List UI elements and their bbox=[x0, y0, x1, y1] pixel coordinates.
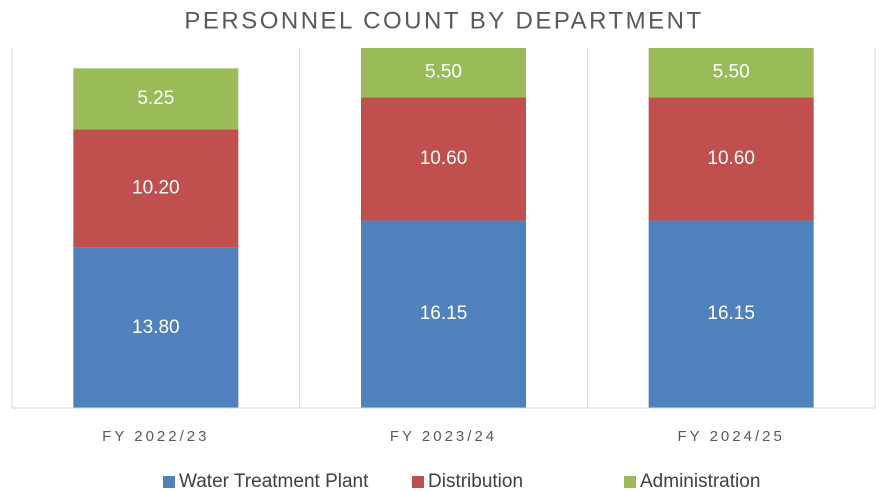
value-label: 16.15 bbox=[707, 303, 755, 324]
value-label: 5.25 bbox=[137, 88, 174, 109]
value-label: 16.15 bbox=[420, 303, 468, 324]
legend-swatch bbox=[624, 476, 636, 488]
bar-segment bbox=[73, 247, 239, 408]
legend-label: Administration bbox=[640, 471, 760, 491]
value-label: 5.50 bbox=[713, 62, 750, 83]
x-tick-label: FY 2024/25 bbox=[678, 428, 785, 445]
bar-segment bbox=[648, 97, 814, 221]
bar-segment bbox=[361, 97, 526, 221]
x-tick-label: FY 2023/24 bbox=[390, 428, 497, 445]
bar-segment bbox=[648, 220, 814, 408]
bar-segment bbox=[361, 48, 526, 98]
legend-swatch bbox=[412, 476, 424, 488]
bar-segment bbox=[648, 48, 814, 98]
x-tick-label: FY 2022/23 bbox=[102, 428, 209, 445]
chart-title: PERSONNEL COUNT BY DEPARTMENT bbox=[184, 7, 703, 34]
value-label: 13.80 bbox=[132, 317, 180, 338]
legend-swatch bbox=[163, 476, 175, 488]
value-label: 5.50 bbox=[425, 62, 462, 83]
value-label: 10.60 bbox=[420, 148, 468, 169]
plot-area bbox=[73, 48, 814, 408]
bar-segment bbox=[73, 68, 239, 130]
bar-segment bbox=[73, 129, 239, 248]
value-label: 10.20 bbox=[132, 178, 180, 199]
legend-label: Water Treatment Plant bbox=[179, 471, 369, 491]
value-label: 10.60 bbox=[707, 148, 755, 169]
bar-segment bbox=[361, 220, 526, 408]
legend-label: Distribution bbox=[428, 471, 523, 491]
